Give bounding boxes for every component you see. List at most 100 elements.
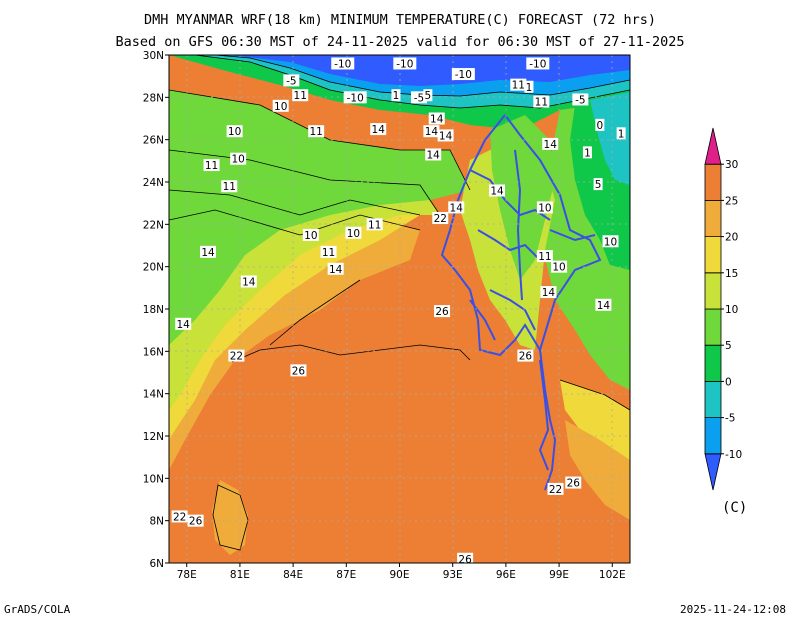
lat-tick-label: 18N	[143, 304, 164, 316]
contour-label-text: 14	[242, 276, 256, 288]
map-subtitle: Based on GFS 06:30 MST of 24-11-2025 val…	[115, 34, 685, 50]
contour-label-text: 10	[538, 202, 551, 214]
contour-label-text: 26	[519, 351, 533, 363]
contour-label-text: 14	[425, 126, 439, 138]
contour-label: 5	[423, 89, 433, 102]
contour-label-bg	[345, 226, 362, 239]
contour-label-bg	[526, 57, 550, 70]
lon-tick-label: 96E	[496, 569, 516, 581]
colorbar-tick-label: 15	[725, 268, 738, 280]
contour-label-bg	[451, 68, 475, 81]
lat-tick-label: 30N	[143, 50, 164, 62]
timestamp-label: 2025-11-24-12:08	[680, 603, 786, 616]
contour-label-text: 0	[597, 120, 604, 132]
contour-label-bg	[428, 112, 445, 125]
colorbar-swatch	[704, 453, 722, 491]
lon-tick-label: 81E	[230, 569, 250, 581]
contour-label: 14	[240, 275, 257, 288]
contour-label: 14	[370, 123, 387, 136]
colorbar-tick-label: -10	[725, 449, 742, 461]
contour-label-text: -5	[286, 75, 296, 87]
contour-label-text: 10	[274, 101, 287, 113]
contour-label-bg	[572, 93, 589, 106]
contour-label-bg	[308, 125, 325, 138]
myanmar-north-band	[490, 115, 555, 280]
contour-label-bg	[221, 180, 238, 193]
map-title: DMH MYANMAR WRF(18 km) MINIMUM TEMPERATU…	[143, 12, 657, 28]
contour-label: 14	[200, 245, 217, 259]
colorbar-swatch	[704, 417, 722, 455]
contour-label-text: 14	[427, 149, 441, 161]
contour-label-bg	[391, 89, 401, 102]
lon-tick-label: 84E	[283, 569, 303, 581]
contour-label-text: -10	[347, 92, 364, 104]
thailand-warm-band	[565, 420, 630, 520]
contour-label: 10	[272, 99, 289, 113]
colorbar-units: (C)	[722, 500, 748, 516]
contour-label-bg	[616, 127, 626, 140]
contour-label-text: -10	[396, 58, 413, 70]
contour-label: 14	[175, 317, 192, 331]
contour-label: 1	[391, 89, 401, 102]
contour-label-text: -5	[414, 92, 424, 104]
colorbar-tick-label: 10	[725, 304, 738, 316]
contour-label: 22	[547, 482, 564, 496]
contour-label-bg	[240, 275, 257, 288]
contour-label-text: -10	[455, 69, 472, 81]
contour-label-bg	[432, 211, 449, 224]
contour-label-bg	[366, 218, 383, 231]
contour-label-text: 11	[512, 80, 525, 92]
contour-label: 14	[595, 298, 612, 312]
contour-label: 14	[423, 125, 440, 138]
lon-tick-label: 102E	[599, 569, 626, 581]
contour-label-text: -10	[334, 58, 351, 70]
contour-label-bg	[200, 245, 217, 258]
colorbar-swatch	[704, 200, 722, 237]
contour-label-bg	[602, 235, 619, 248]
lat-tick-label: 14N	[143, 389, 164, 401]
contour-label-bg	[489, 184, 506, 197]
contour-label: 26	[517, 349, 534, 363]
contour-label-bg	[230, 152, 247, 165]
contour-label: -10	[393, 57, 417, 70]
contour-label: 11	[320, 245, 337, 259]
contour-label: 0	[595, 118, 605, 132]
contour-label-text: 22	[173, 511, 186, 523]
contour-label-text: 11	[294, 90, 307, 102]
contour-label: 26	[565, 476, 582, 490]
contour-label-bg	[393, 57, 417, 70]
contour-label-bg	[517, 349, 534, 362]
colorbar-tick-label: 20	[725, 232, 738, 244]
contour-label: 14	[489, 184, 506, 197]
contour-label-bg	[425, 148, 442, 161]
contour-label: -5	[283, 74, 300, 87]
contour-label-text: 22	[549, 484, 562, 496]
contour-label: 1	[524, 80, 534, 94]
contour-label: 11	[221, 180, 238, 193]
contour-label-text: 11	[538, 251, 551, 263]
contour-label: 22	[432, 211, 449, 225]
contour-label: 11	[366, 218, 383, 231]
colorbar-tick-label: 25	[725, 195, 738, 207]
contour-label: -5	[572, 93, 589, 106]
contour-label: -10	[451, 68, 475, 81]
colorbar-swatch	[704, 127, 722, 165]
lat-tick-label: 16N	[143, 346, 164, 358]
contour-label-bg	[434, 305, 451, 318]
contour-label-bg	[327, 262, 344, 275]
contour-label-bg	[203, 159, 220, 172]
contour-label: 14	[327, 262, 344, 276]
contour-label-bg	[547, 482, 564, 495]
contour-label-text: 10	[228, 126, 241, 138]
contour-label-bg	[533, 95, 550, 108]
contour-label-text: 11	[223, 181, 236, 193]
contour-label-bg	[595, 118, 605, 131]
contour-label-bg	[448, 201, 465, 214]
contour-label: 14	[448, 201, 465, 214]
contour-label-text: 14	[372, 124, 386, 136]
contour-label-bg	[411, 91, 428, 104]
contour-label-bg	[536, 250, 553, 263]
contour-label: 1	[616, 127, 626, 140]
contour-label-bg	[370, 123, 387, 136]
contour-label-text: 14	[439, 130, 453, 142]
